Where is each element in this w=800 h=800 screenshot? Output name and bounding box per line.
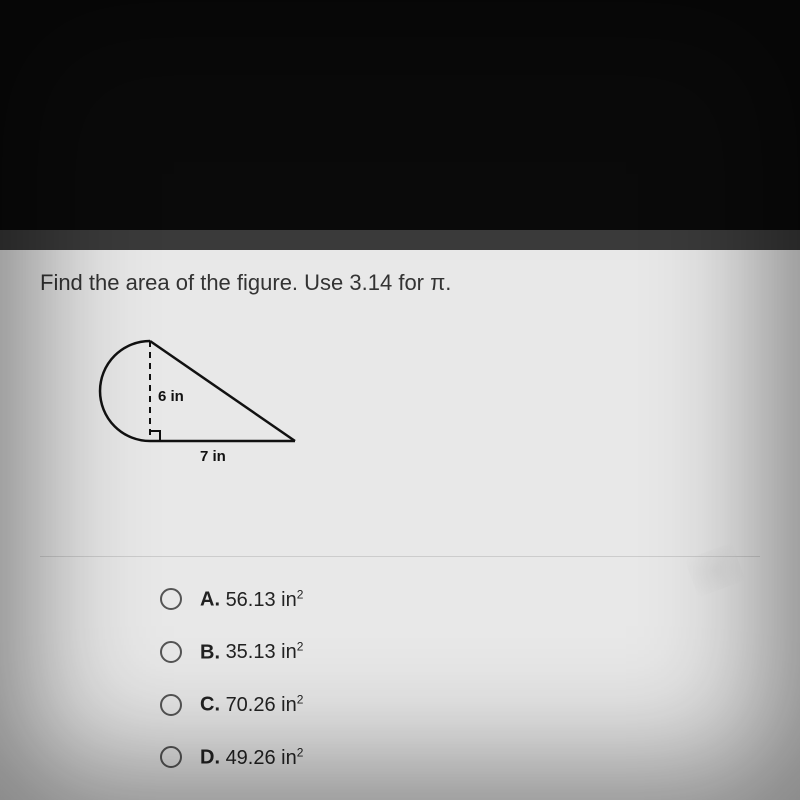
option-value: 56.13 in2 [226,589,304,611]
content-area: Find the area of the figure. Use 3.14 fo… [0,250,800,800]
radio-icon[interactable] [160,746,182,768]
option-value: 49.26 in2 [226,747,304,769]
dark-top-region [0,0,800,230]
geometry-figure: 6 in 7 in [60,321,760,516]
diameter-label: 6 in [158,388,184,405]
option-letter: C. [200,694,220,716]
options-list: A. 56.13 in2 B. 35.13 in2 C. 70.26 in2 D… [160,587,760,770]
option-label: D. 49.26 in2 [200,745,303,770]
option-letter: D. [200,747,220,769]
radio-icon[interactable] [160,641,182,663]
option-label: A. 56.13 in2 [200,587,303,612]
dark-mid-strip [0,230,800,250]
option-label: B. 35.13 in2 [200,640,303,665]
option-letter: A. [200,589,220,611]
option-b[interactable]: B. 35.13 in2 [160,640,760,665]
radio-icon[interactable] [160,694,182,716]
radio-icon[interactable] [160,588,182,610]
option-a[interactable]: A. 56.13 in2 [160,587,760,612]
option-value: 35.13 in2 [226,641,304,663]
option-label: C. 70.26 in2 [200,692,303,717]
semicircle-arc [100,341,150,441]
base-label: 7 in [200,448,226,465]
option-d[interactable]: D. 49.26 in2 [160,745,760,770]
option-letter: B. [200,641,220,663]
option-value: 70.26 in2 [226,694,304,716]
right-angle-marker [150,431,160,441]
option-c[interactable]: C. 70.26 in2 [160,692,760,717]
question-text: Find the area of the figure. Use 3.14 fo… [40,270,760,296]
divider-line [40,556,760,557]
